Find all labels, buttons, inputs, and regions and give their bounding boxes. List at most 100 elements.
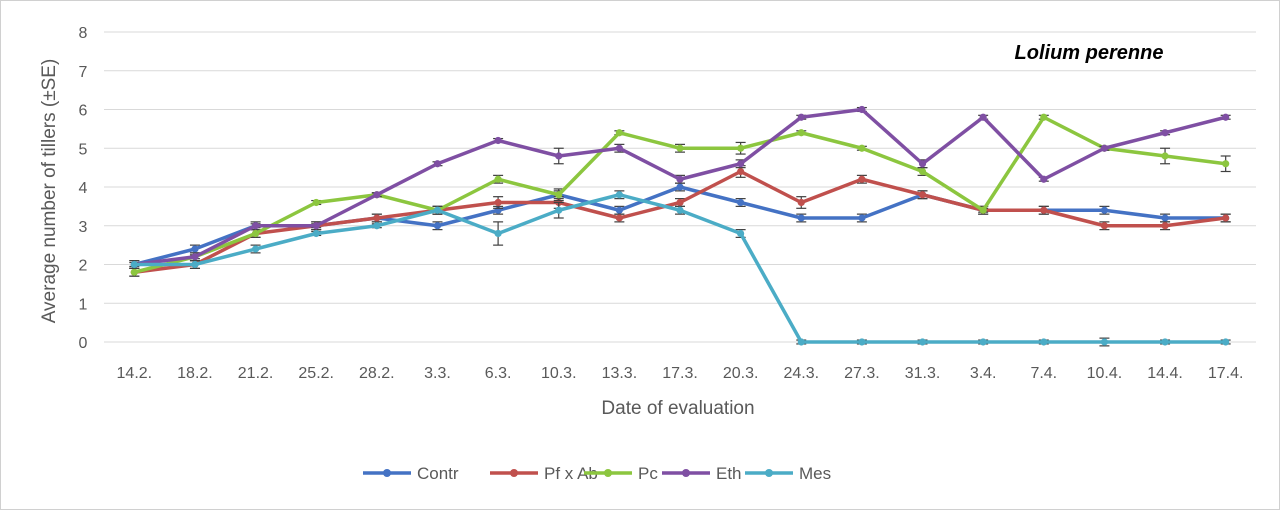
y-tick-label: 1 (79, 296, 88, 313)
data-point (676, 198, 684, 207)
x-tick-label: 27.3. (844, 365, 880, 382)
data-point (1161, 129, 1169, 137)
data-point (191, 245, 199, 253)
data-point (615, 206, 623, 214)
x-tick-label: 17.4. (1208, 365, 1244, 382)
data-point (1040, 175, 1048, 183)
data-point (1222, 338, 1230, 346)
x-tick-label: 7.4. (1030, 365, 1057, 382)
data-point (797, 198, 805, 207)
data-point (858, 144, 866, 152)
y-tick-label: 2 (79, 258, 88, 275)
data-point (737, 160, 745, 168)
y-tick-label: 7 (79, 64, 88, 81)
data-point (555, 152, 563, 160)
x-tick-label: 21.2. (238, 365, 274, 382)
legend-label: Contr (417, 464, 459, 483)
data-point (918, 160, 927, 168)
data-point (1100, 338, 1109, 346)
x-tick-label: 20.3. (723, 365, 759, 382)
data-point (130, 260, 138, 269)
data-point (615, 144, 623, 152)
data-point (433, 160, 442, 168)
data-point (1100, 144, 1109, 152)
data-point (615, 191, 623, 199)
legend-marker (383, 469, 391, 477)
data-point (1161, 222, 1169, 230)
data-point (1222, 160, 1230, 168)
legend-label: Pf x Ab (544, 464, 598, 483)
data-point (433, 222, 442, 230)
legend-item: Pc (584, 464, 658, 483)
data-point (676, 175, 684, 183)
data-point (1040, 113, 1048, 121)
y-axis-label: Average number of tillers (±SE) (39, 59, 60, 324)
x-tick-label: 6.3. (485, 365, 512, 382)
species-annotation: Lolium perenne (1015, 42, 1164, 64)
x-tick-label: 14.2. (117, 365, 153, 382)
data-point (1161, 338, 1169, 346)
data-point (737, 167, 745, 176)
data-point (251, 229, 260, 238)
x-tick-label: 28.2. (359, 365, 395, 382)
legend-marker (510, 469, 518, 477)
data-point (797, 338, 805, 346)
data-point (312, 222, 320, 230)
x-tick-label: 13.3. (602, 365, 638, 382)
data-point (858, 214, 866, 222)
series-4 (129, 190, 1231, 347)
x-axis-label: Date of evaluation (601, 398, 754, 419)
data-point (797, 129, 805, 137)
legend-label: Pc (638, 464, 658, 483)
legend: Contr Pf x Ab Pc Eth Mes (363, 464, 831, 483)
x-tick-label: 10.3. (541, 365, 577, 382)
data-point (1222, 113, 1230, 121)
x-tick-label: 18.2. (177, 365, 213, 382)
data-point (1222, 214, 1230, 222)
data-point (312, 198, 320, 207)
data-point (191, 253, 199, 261)
data-point (373, 214, 381, 222)
data-point (130, 268, 138, 276)
data-point (615, 129, 623, 137)
legend-item: Pf x Ab (490, 464, 598, 483)
legend-marker (682, 469, 690, 477)
legend-item: Contr (363, 464, 459, 483)
data-point (737, 229, 745, 238)
x-tick-label: 25.2. (298, 365, 334, 382)
data-point (676, 144, 684, 152)
data-point (555, 191, 563, 199)
data-point (251, 222, 260, 230)
data-point (251, 245, 260, 253)
data-point (676, 206, 684, 214)
data-point (918, 338, 927, 346)
series-line (132, 115, 1228, 274)
data-point (1040, 338, 1048, 346)
data-point (979, 113, 987, 121)
x-tick-label: 31.3. (905, 365, 941, 382)
legend-label: Mes (799, 464, 831, 483)
data-point (615, 214, 623, 222)
data-point (858, 338, 866, 346)
data-point (191, 260, 199, 269)
data-point (1040, 206, 1048, 214)
data-point (918, 191, 927, 199)
legend-item: Mes (745, 464, 831, 483)
data-point (979, 338, 987, 346)
data-point (979, 206, 987, 214)
x-tick-label: 10.4. (1087, 365, 1123, 382)
series-layer (129, 105, 1231, 347)
data-point (1161, 152, 1169, 160)
y-tick-label: 4 (79, 180, 88, 197)
data-point (373, 222, 381, 230)
data-point (1100, 222, 1109, 230)
data-point (737, 144, 745, 152)
x-tick-label: 3.3. (424, 365, 451, 382)
series-2 (129, 113, 1231, 277)
legend-marker (604, 469, 612, 477)
x-tick-label: 24.3. (783, 365, 819, 382)
data-point (1161, 214, 1169, 222)
legend-marker (765, 469, 773, 477)
